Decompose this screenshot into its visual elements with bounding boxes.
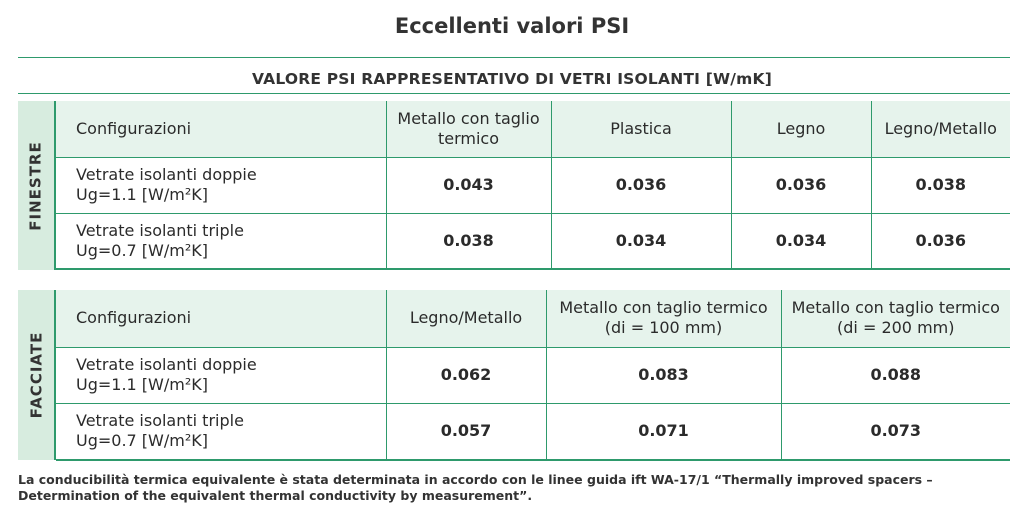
psi-value: 0.062 <box>385 347 546 404</box>
column-header: Metallo con taglio termico <box>385 101 551 158</box>
psi-value: 0.038 <box>385 213 551 270</box>
psi-value: 0.057 <box>385 403 546 461</box>
facciate-label-text: FACCIATE <box>27 331 45 419</box>
column-header: Legno/Metallo <box>870 101 1010 158</box>
finestre-label-text: FINESTRE <box>27 140 45 231</box>
facciate-side-label: FACCIATE <box>18 290 56 460</box>
column-header: Configurazioni <box>56 101 386 158</box>
table-row: Vetrate isolanti triple Ug=0.7 [W/m²K] 0… <box>56 213 1010 270</box>
column-header: Configurazioni <box>56 290 386 348</box>
psi-value: 0.073 <box>780 403 1010 461</box>
config-name: Vetrate isolanti doppie <box>76 355 257 374</box>
psi-value: 0.034 <box>550 213 731 270</box>
config-cell: Vetrate isolanti doppie Ug=1.1 [W/m²K] <box>56 347 386 404</box>
column-header: Legno <box>730 101 871 158</box>
psi-value: 0.083 <box>545 347 781 404</box>
psi-value: 0.071 <box>545 403 781 461</box>
psi-value: 0.036 <box>730 157 871 214</box>
finestre-side-label: FINESTRE <box>18 101 56 270</box>
psi-value: 0.036 <box>550 157 731 214</box>
facciate-section: FACCIATE Configurazioni Legno/Metallo Me… <box>18 290 1010 461</box>
table-row: Vetrate isolanti triple Ug=0.7 [W/m²K] 0… <box>56 403 1010 461</box>
config-ug: Ug=1.1 [W/m²K] <box>76 375 208 394</box>
psi-value: 0.088 <box>780 347 1010 404</box>
psi-value: 0.034 <box>730 213 871 270</box>
facciate-header-row: Configurazioni Legno/Metallo Metallo con… <box>56 290 1010 348</box>
table-subtitle: VALORE PSI RAPPRESENTATIVO DI VETRI ISOL… <box>251 70 772 88</box>
config-ug: Ug=1.1 [W/m²K] <box>76 185 208 204</box>
page-title: Eccellenti valori PSI <box>394 14 630 38</box>
config-cell: Vetrate isolanti triple Ug=0.7 [W/m²K] <box>56 213 386 270</box>
config-ug: Ug=0.7 [W/m²K] <box>76 431 208 451</box>
column-header: Metallo con taglio termico (di = 100 mm) <box>545 290 781 348</box>
config-name: Vetrate isolanti doppie <box>76 165 257 184</box>
psi-value: 0.036 <box>870 213 1010 270</box>
finestre-table: Configurazioni Metallo con taglio termic… <box>56 101 1010 270</box>
config-name: Vetrate isolanti triple <box>76 220 244 240</box>
table-row: Vetrate isolanti doppie Ug=1.1 [W/m²K] 0… <box>56 347 1010 404</box>
config-name: Vetrate isolanti triple <box>76 411 244 431</box>
psi-value: 0.038 <box>870 157 1010 214</box>
column-header: Plastica <box>550 101 731 158</box>
config-cell: Vetrate isolanti triple Ug=0.7 [W/m²K] <box>56 403 386 461</box>
column-header: Metallo con taglio termico (di = 200 mm) <box>780 290 1010 348</box>
footnote: La conducibilità termica equivalente è s… <box>18 472 933 503</box>
config-ug: Ug=0.7 [W/m²K] <box>76 240 208 260</box>
table-row: Vetrate isolanti doppie Ug=1.1 [W/m²K] 0… <box>56 157 1010 214</box>
config-cell: Vetrate isolanti doppie Ug=1.1 [W/m²K] <box>56 157 386 214</box>
facciate-table: Configurazioni Legno/Metallo Metallo con… <box>56 290 1010 461</box>
column-header: Legno/Metallo <box>385 290 546 348</box>
subtitle-divider <box>18 93 1010 94</box>
finestre-section: FINESTRE Configurazioni Metallo con tagl… <box>18 101 1010 270</box>
title-divider <box>18 57 1010 58</box>
finestre-header-row: Configurazioni Metallo con taglio termic… <box>56 101 1010 158</box>
psi-value: 0.043 <box>385 157 551 214</box>
